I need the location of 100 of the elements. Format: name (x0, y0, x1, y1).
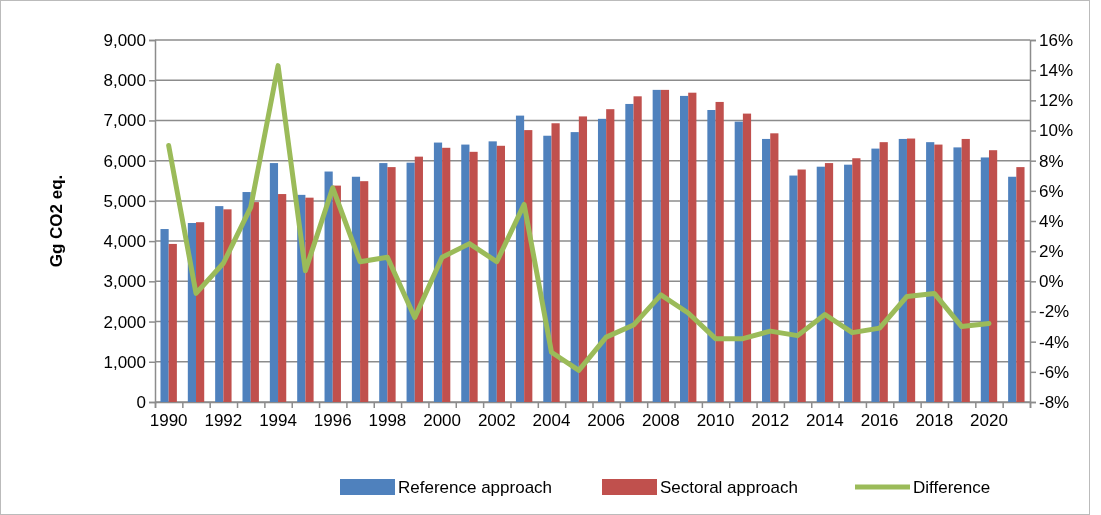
x-tick-label: 2002 (477, 411, 516, 430)
bar (168, 243, 177, 402)
y-tick-label: 3,000 (103, 272, 146, 292)
y-tick-label: 2,000 (103, 312, 146, 332)
bar (871, 148, 880, 402)
bar (898, 138, 907, 402)
bar (633, 96, 642, 402)
y-tick-label: 9,000 (103, 30, 146, 50)
bar (770, 133, 779, 402)
bar (906, 138, 916, 402)
bar (652, 89, 661, 402)
x-tick-label: 2014 (806, 411, 844, 430)
bar (496, 145, 505, 402)
x-tick-label: 2020 (970, 411, 1008, 430)
legend-label: Sectoral approach (660, 478, 798, 497)
bar (351, 176, 361, 402)
bar (461, 144, 470, 402)
bar (934, 144, 943, 402)
bar (926, 142, 935, 402)
bar (762, 138, 771, 402)
bar (278, 194, 287, 402)
bar (980, 157, 989, 402)
bar (789, 175, 798, 402)
x-tick-label: 2000 (423, 411, 462, 430)
x-tick-label: 1990 (149, 411, 188, 430)
bar (844, 164, 853, 402)
bar (570, 132, 579, 402)
bar (223, 209, 232, 402)
x-tick-label: 2016 (860, 411, 899, 430)
bar (852, 158, 861, 402)
bar (242, 192, 251, 402)
bar (442, 147, 451, 402)
x-tick-label: 1994 (259, 411, 297, 430)
bar (324, 171, 333, 402)
bar (953, 147, 962, 402)
y2-tick-label: 0% (1039, 272, 1064, 292)
bar (196, 222, 205, 402)
y2-tick-label: 8% (1039, 151, 1064, 171)
y2-tick-label: 12% (1039, 91, 1074, 111)
bar (360, 181, 369, 402)
y-tick-label: 1,000 (103, 352, 146, 372)
bar (680, 95, 689, 402)
bar (379, 163, 388, 402)
bar (715, 101, 724, 402)
y-tick-label: 4,000 (103, 232, 146, 252)
bar (160, 229, 169, 402)
x-tick-label: 1998 (368, 411, 407, 430)
y-tick-label: 0 (136, 392, 146, 412)
y-tick-label: 7,000 (103, 111, 146, 131)
legend-label: Difference (913, 478, 991, 497)
bar (1016, 167, 1025, 402)
bar (606, 109, 615, 402)
x-tick-label: 1996 (313, 411, 352, 430)
bar (688, 92, 697, 402)
bar (433, 142, 443, 402)
x-tick-label: 2010 (696, 411, 735, 430)
x-tick-label: 2008 (641, 411, 680, 430)
y-tick-label: 8,000 (103, 71, 146, 91)
bar (961, 138, 970, 402)
bar (707, 109, 716, 402)
y2-tick-label: -4% (1039, 332, 1070, 352)
bar (414, 156, 423, 402)
bar (387, 167, 396, 402)
bar (215, 206, 224, 402)
bar (578, 116, 588, 402)
y2-tick-label: 16% (1039, 30, 1074, 50)
bar (250, 202, 259, 402)
bar (488, 141, 497, 402)
bar (660, 89, 670, 402)
y2-tick-label: 6% (1039, 181, 1064, 201)
bar (824, 163, 834, 402)
y2-tick-label: 4% (1039, 211, 1064, 231)
x-tick-label: 2018 (915, 411, 954, 430)
y2-tick-label: 14% (1039, 61, 1074, 81)
bar (469, 151, 478, 402)
y2-tick-label: -6% (1039, 362, 1070, 382)
bar (625, 103, 634, 402)
bar (734, 121, 743, 402)
legend-label: Reference approach (398, 478, 553, 497)
bar (305, 197, 314, 402)
bar (797, 169, 806, 402)
y-tick-label: 5,000 (103, 191, 146, 211)
bar (879, 142, 888, 402)
y-tick-label: 6,000 (103, 151, 146, 171)
y2-tick-label: -2% (1039, 302, 1070, 322)
bar (406, 162, 415, 402)
x-tick-label: 2006 (587, 411, 626, 430)
y2-tick-label: -8% (1039, 392, 1070, 412)
x-tick-label: 1992 (204, 411, 243, 430)
x-tick-label: 2004 (532, 411, 571, 430)
bar (597, 118, 607, 402)
bar (988, 150, 998, 402)
bar (515, 115, 525, 402)
bar (332, 185, 341, 402)
bar (1008, 176, 1017, 402)
x-tick-label: 2012 (751, 411, 790, 430)
y2-tick-label: 2% (1039, 242, 1064, 262)
y2-tick-label: 10% (1039, 121, 1074, 141)
bar (742, 113, 752, 402)
y-axis-title: Gg CO2 eq. (47, 174, 66, 268)
